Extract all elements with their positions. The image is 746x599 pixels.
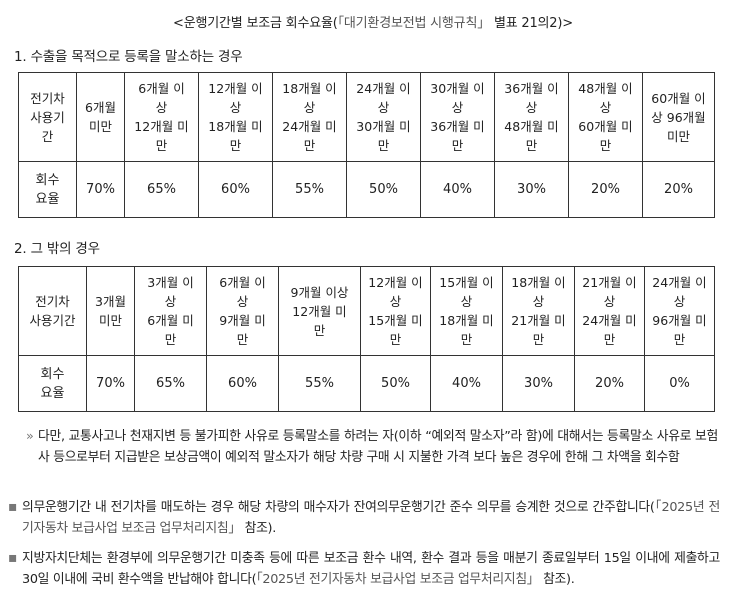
rate-cell: 50% <box>346 161 421 218</box>
rate-cell: 0% <box>644 355 715 412</box>
rate-cell: 50% <box>360 355 431 412</box>
rate-cell: 30% <box>494 161 569 218</box>
transfer-note-reference: 「2025년 전기자동차 보급사업 보조금 업무처리지침」 <box>22 500 720 536</box>
rate-cell: 65% <box>124 161 199 218</box>
exception-note-text: 다만, 교통사고나 천재지변 등 불가피한 사유로 등록말소를 하려는 자(이하… <box>38 429 718 465</box>
period-cell: 6개월 미만 <box>76 72 125 162</box>
row-header-rate: 회수 요율 <box>18 161 77 218</box>
title-prefix: <운행기간별 보조금 회수요율( <box>173 16 338 31</box>
square-bullet-icon: ▪ <box>8 550 18 566</box>
rate-cell: 70% <box>76 161 125 218</box>
arrow-bullet-icon: » <box>26 429 34 444</box>
title-suffix: 별표 21의2)> <box>490 16 573 31</box>
rate-cell: 20% <box>568 161 643 218</box>
rate-cell: 40% <box>420 161 495 218</box>
local-note-reference: 「2025년 전기자동차 보급사업 보조금 업무처리지침」 <box>256 572 540 587</box>
transfer-note-suffix: 참조). <box>240 521 277 536</box>
rate-cell: 60% <box>206 355 279 412</box>
rate-cell: 40% <box>430 355 503 412</box>
rate-cell: 30% <box>502 355 575 412</box>
rate-cell: 60% <box>198 161 273 218</box>
local-note-text: 지방자치단체는 환경부에 의무운행기간 미충족 등에 따른 보조금 환수 내역,… <box>22 551 720 587</box>
section-1-heading: 1. 수출을 목적으로 등록을 말소하는 경우 <box>14 49 243 65</box>
rate-cell: 20% <box>642 161 715 218</box>
transfer-note-text: 의무운행기간 내 전기차를 매도하는 경우 해당 차량의 매수자가 잔여의무운행… <box>22 500 655 515</box>
local-government-note: ▪ 지방자치단체는 환경부에 의무운행기간 미충족 등에 따른 보조금 환수 내… <box>8 548 720 590</box>
rate-cell: 70% <box>86 355 135 412</box>
rate-cell: 20% <box>574 355 645 412</box>
exception-note: » 다만, 교통사고나 천재지변 등 불가피한 사유로 등록말소를 하려는 자(… <box>26 426 718 468</box>
local-note-suffix: 참조). <box>539 572 575 587</box>
rate-cell: 65% <box>134 355 207 412</box>
title-law-reference: 「대기환경보전법 시행규칙」 <box>337 16 491 31</box>
transfer-note: ▪ 의무운행기간 내 전기차를 매도하는 경우 해당 차량의 매수자가 잔여의무… <box>8 497 720 539</box>
row-header-rate: 회수 요율 <box>18 355 87 412</box>
page-title: <운행기간별 보조금 회수요율(「대기환경보전법 시행규칙」 별표 21의2)> <box>0 12 746 31</box>
square-bullet-icon: ▪ <box>8 499 18 515</box>
rate-row: 회수 요율 70% 65% 60% 55% 50% 40% 30% 20% 0% <box>18 355 715 412</box>
period-cell: 3개월 미만 <box>86 266 135 356</box>
rate-row: 회수 요율 70% 65% 60% 55% 50% 40% 30% 20% 20% <box>18 161 715 218</box>
rate-cell: 55% <box>272 161 347 218</box>
rate-cell: 55% <box>278 355 361 412</box>
section-2-heading: 2. 그 밖의 경우 <box>14 241 100 257</box>
